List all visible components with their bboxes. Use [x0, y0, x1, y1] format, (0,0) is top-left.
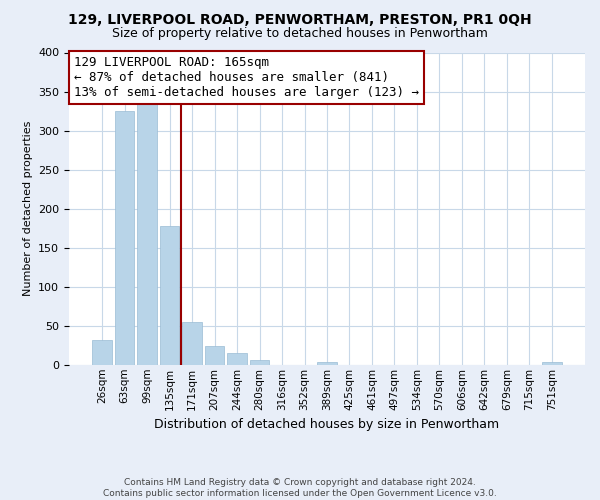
Text: 129, LIVERPOOL ROAD, PENWORTHAM, PRESTON, PR1 0QH: 129, LIVERPOOL ROAD, PENWORTHAM, PRESTON…	[68, 12, 532, 26]
Bar	[317, 362, 337, 365]
Text: 129 LIVERPOOL ROAD: 165sqm
← 87% of detached houses are smaller (841)
13% of sem: 129 LIVERPOOL ROAD: 165sqm ← 87% of deta…	[74, 56, 419, 98]
Bar	[137, 104, 157, 365]
Bar	[542, 362, 562, 365]
Bar	[92, 340, 112, 365]
Bar	[115, 111, 134, 365]
Y-axis label: Number of detached properties: Number of detached properties	[23, 121, 32, 296]
Bar	[160, 226, 179, 365]
Bar	[205, 346, 224, 365]
Bar	[250, 360, 269, 365]
X-axis label: Distribution of detached houses by size in Penwortham: Distribution of detached houses by size …	[154, 418, 500, 431]
Text: Size of property relative to detached houses in Penwortham: Size of property relative to detached ho…	[112, 28, 488, 40]
Text: Contains HM Land Registry data © Crown copyright and database right 2024.
Contai: Contains HM Land Registry data © Crown c…	[103, 478, 497, 498]
Bar	[227, 352, 247, 365]
Bar	[182, 322, 202, 365]
